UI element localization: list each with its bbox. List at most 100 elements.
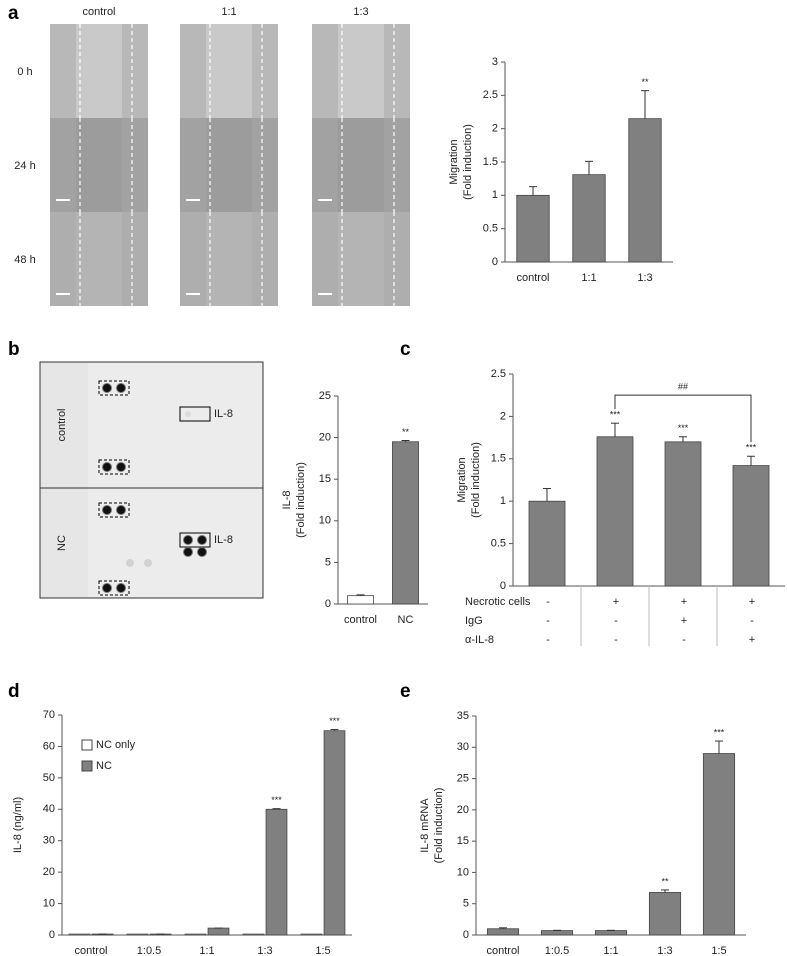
x-tick-label: 1:5: [711, 945, 726, 956]
array-membrane: [88, 363, 262, 597]
bracket-label: ##: [678, 382, 688, 392]
y-axis-label: IL-8 (ng/ml): [12, 797, 24, 853]
bar: [596, 436, 634, 587]
y-axis-label: IL-8 mRNA: [419, 798, 431, 853]
row-label: 48 h: [14, 254, 35, 266]
faint-spot: [126, 559, 134, 567]
bar: [628, 118, 662, 263]
significance: ***: [329, 716, 340, 726]
condition-mark: +: [681, 615, 687, 627]
bar: [572, 174, 606, 263]
y-tick-label: 2: [500, 410, 506, 422]
panel-label: d: [8, 681, 20, 702]
significance: ***: [746, 443, 757, 453]
cell-texture: [384, 24, 410, 118]
y-axis-label: (Fold induction): [295, 462, 307, 538]
cell-texture: [122, 118, 148, 212]
y-tick-label: 0: [500, 580, 506, 592]
condition-mark: -: [614, 634, 618, 646]
condition-mark: -: [546, 596, 550, 608]
array-row-label: NC: [56, 535, 68, 551]
spot: [197, 547, 207, 557]
y-tick-label: 30: [457, 741, 469, 753]
bar: [242, 933, 265, 936]
y-tick-label: 10: [457, 866, 469, 878]
y-tick-label: 0.5: [491, 538, 506, 550]
condition-mark: +: [681, 596, 687, 608]
legend-label: NC: [96, 760, 112, 772]
x-tick-label: 1:0.5: [137, 945, 161, 956]
cell-texture: [122, 24, 148, 118]
significance: **: [641, 77, 649, 87]
y-tick-label: 20: [43, 866, 55, 878]
bracket: [614, 394, 752, 443]
spot-label: IL-8: [214, 408, 233, 420]
control-spot-box: [98, 580, 130, 596]
y-tick-label: 1: [500, 495, 506, 507]
y-tick-label: 20: [319, 432, 331, 444]
y-tick-label: 2: [492, 123, 498, 135]
condition-mark: -: [546, 615, 550, 627]
y-tick-label: 5: [325, 556, 331, 568]
cell-texture: [252, 24, 278, 118]
y-tick-label: 50: [43, 772, 55, 784]
x-tick-label: control: [344, 614, 377, 626]
bar: [516, 194, 550, 263]
y-tick-label: 35: [457, 710, 469, 722]
condition-mark: -: [682, 634, 686, 646]
condition-mark: -: [750, 615, 754, 627]
cell-texture: [312, 212, 338, 306]
spot: [116, 583, 126, 593]
y-tick-label: 1.5: [491, 453, 506, 465]
x-tick-label: 1:0.5: [545, 945, 569, 956]
bar: [648, 892, 682, 936]
cell-texture: [252, 212, 278, 306]
bar: [540, 930, 574, 936]
bar: [300, 933, 323, 936]
y-tick-label: 20: [457, 804, 469, 816]
column-label: 1:3: [353, 6, 368, 18]
y-tick-label: 2.5: [483, 89, 498, 101]
condition-mark: -: [546, 634, 550, 646]
bar: [702, 753, 736, 936]
spot: [183, 547, 193, 557]
significance: ***: [678, 423, 689, 433]
spot-label: IL-8: [214, 534, 233, 546]
spot: [116, 462, 126, 472]
significance: **: [661, 876, 669, 886]
control-spot-box: [98, 380, 130, 396]
y-tick-label: 30: [43, 835, 55, 847]
cell-texture: [180, 212, 206, 306]
y-axis-label: (Fold induction): [433, 788, 445, 864]
bar-chart: 0 5 10 15 20 25 30 35 IL-8 mRNA (Fold induction) *…: [419, 710, 746, 956]
panel-label: b: [8, 339, 20, 360]
bar: [392, 441, 419, 605]
cell-texture: [180, 24, 206, 118]
bar-chart: 0 0.5 1 1.5 2 2.5 Migration (Fold induction) ***…: [456, 368, 785, 646]
condition-name: α-IL-8: [465, 634, 494, 646]
bar: [184, 933, 207, 936]
bar: [126, 933, 149, 936]
bar: [347, 595, 374, 605]
y-tick-label: 60: [43, 740, 55, 752]
significance: **: [402, 427, 410, 437]
spot: [116, 505, 126, 515]
bar-chart: 0 10 20 30 40 50 60 70 IL-8 (ng/ml) *** *** NC only…: [12, 709, 352, 956]
spot: [102, 383, 112, 393]
x-tick-label: 1:1: [603, 945, 618, 956]
x-tick-label: 1:3: [657, 945, 672, 956]
y-tick-label: 40: [43, 803, 55, 815]
control-spot-box: [98, 459, 130, 475]
row-label: 0 h: [17, 66, 32, 78]
y-tick-label: 15: [457, 835, 469, 847]
bar: [664, 441, 702, 587]
row-label: 24 h: [14, 160, 35, 172]
y-tick-label: 3: [492, 56, 498, 68]
x-tick-label: control: [516, 272, 549, 284]
spot-box: [179, 406, 211, 422]
spot: [197, 535, 207, 545]
cell-texture: [312, 118, 338, 212]
y-tick-label: 25: [457, 772, 469, 784]
